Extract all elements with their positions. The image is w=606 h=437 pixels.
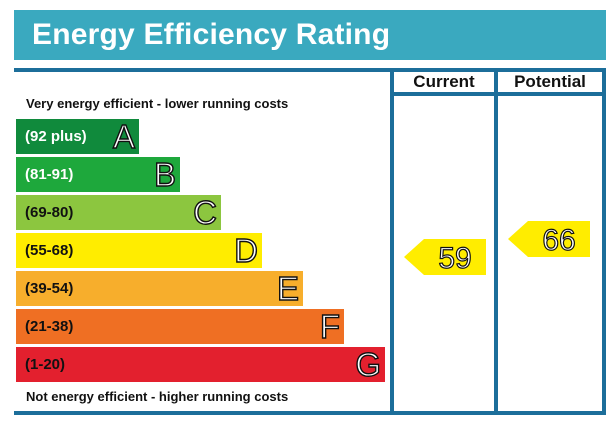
potential-rating-arrow-shape: [508, 220, 590, 257]
column-header-potential: Potential: [514, 72, 586, 91]
band-range-label: (39-54): [25, 280, 74, 297]
band-a: (92 plus) A: [16, 117, 139, 156]
band-b: (81-91) B: [16, 155, 180, 194]
band-range-label: (21-38): [25, 318, 74, 335]
band-letter: A: [112, 117, 135, 155]
divider-current-right: [494, 68, 498, 415]
band-c: (69-80) C: [16, 193, 221, 232]
band-e: (39-54) E: [16, 269, 303, 308]
potential-rating-value: 66: [542, 224, 575, 257]
band-letter: D: [233, 231, 258, 269]
page-title: Energy Efficiency Rating: [14, 10, 606, 60]
current-rating-arrow-shape: [404, 239, 486, 276]
divider-potential-right: [602, 68, 606, 415]
band-letter: G: [355, 345, 382, 383]
band-g: (1-20) G: [16, 345, 385, 384]
band-range-label: (55-68): [25, 242, 74, 259]
band-letter: C: [192, 193, 217, 231]
potential-rating-arrow: 66: [508, 220, 590, 257]
rating-frame: [14, 68, 606, 415]
band-range-label: (81-91): [25, 166, 74, 183]
divider-current-left: [390, 68, 394, 415]
band-f: (21-38) F: [16, 307, 344, 346]
band-range-label: (1-20): [25, 356, 66, 373]
current-rating-arrow: 59: [404, 239, 486, 276]
column-header-divider: [390, 92, 606, 96]
column-header-current: Current: [413, 72, 475, 91]
band-d: (55-68) D: [16, 231, 262, 270]
band-range-label: (92 plus): [25, 128, 87, 145]
band-letter: E: [276, 269, 299, 307]
band-range-label: (69-80): [25, 204, 74, 221]
note-very-efficient: Very energy efficient - lower running co…: [26, 96, 289, 111]
band-letter: F: [319, 307, 341, 345]
current-rating-value: 59: [438, 242, 471, 275]
note-not-efficient: Not energy efficient - higher running co…: [26, 389, 289, 404]
band-letter: B: [153, 155, 176, 193]
